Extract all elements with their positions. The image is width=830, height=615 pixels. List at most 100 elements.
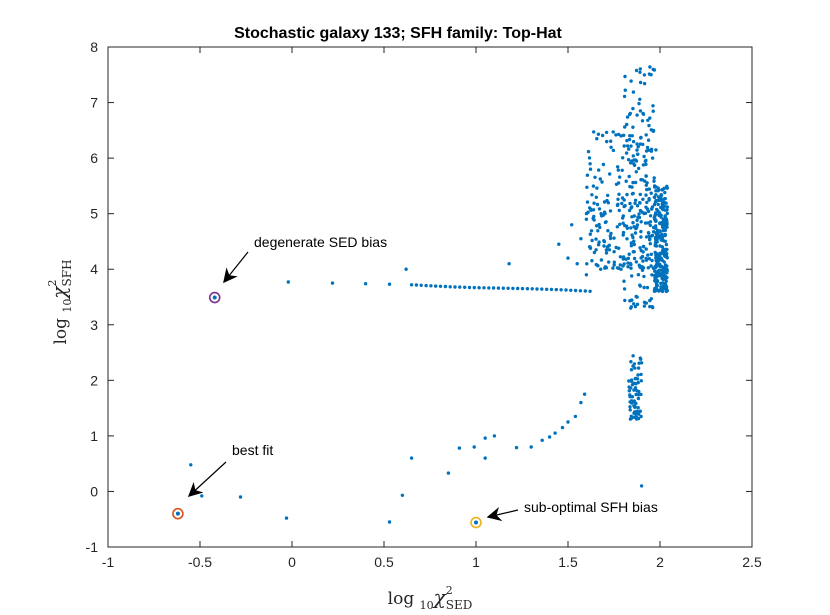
data-point <box>330 281 335 285</box>
annotation-suboptimal-text: sub-optimal SFH bias <box>524 499 658 515</box>
data-point <box>650 258 654 263</box>
data-point <box>286 280 290 284</box>
data-point <box>615 203 620 208</box>
data-point <box>614 133 618 137</box>
data-point <box>627 147 631 151</box>
data-point <box>595 202 600 207</box>
data-point <box>643 179 647 183</box>
data-point <box>596 132 601 136</box>
data-point <box>602 210 607 214</box>
data-point <box>458 285 462 289</box>
x-tick-label: 1.5 <box>558 554 578 570</box>
y-tick-label: 6 <box>90 150 98 166</box>
data-point <box>635 142 639 146</box>
data-point <box>646 118 650 123</box>
data-point <box>621 221 625 225</box>
data-point <box>657 272 661 276</box>
data-point <box>590 193 594 197</box>
data-point <box>644 174 648 178</box>
y-axis-label: log 10χ2SFH <box>46 259 74 344</box>
annotation-degenerate-text: degenerate SED bias <box>254 234 387 250</box>
data-point <box>622 144 626 148</box>
y-tick-label: 1 <box>90 428 98 444</box>
data-point <box>631 125 635 129</box>
data-point <box>554 287 558 292</box>
data-point <box>660 232 664 236</box>
data-point <box>642 211 646 216</box>
data-point <box>570 223 574 227</box>
data-point <box>639 229 643 234</box>
data-point <box>400 493 405 497</box>
data-point <box>605 198 609 203</box>
data-point <box>583 289 587 293</box>
data-point <box>200 494 204 498</box>
data-point <box>609 145 613 149</box>
data-point <box>650 305 654 309</box>
data-point <box>641 197 645 201</box>
y-tick-label: 5 <box>90 206 98 222</box>
data-point <box>644 158 648 163</box>
data-point <box>559 288 563 292</box>
data-point <box>627 389 631 393</box>
data-point <box>657 254 661 258</box>
highlight-rings <box>172 291 482 529</box>
data-point <box>633 405 637 409</box>
data-point <box>633 201 637 205</box>
data-point <box>632 163 637 167</box>
data-point <box>648 298 652 303</box>
x-tick-label: 0.5 <box>374 554 394 570</box>
data-point <box>621 257 625 261</box>
data-point <box>630 215 634 219</box>
data-point <box>602 239 606 243</box>
data-point <box>599 258 604 262</box>
data-point <box>647 197 651 201</box>
data-point <box>636 152 640 156</box>
arrow-suboptimal <box>486 507 519 522</box>
data-point <box>618 263 622 267</box>
data-point <box>626 265 630 269</box>
data-point <box>487 286 491 290</box>
data-point <box>637 166 641 171</box>
data-point <box>635 225 639 230</box>
data-point <box>604 130 609 135</box>
data-point <box>663 215 667 219</box>
data-point <box>623 125 627 129</box>
data-point <box>655 240 659 244</box>
data-point <box>645 145 650 150</box>
data-point <box>638 192 642 197</box>
data-point <box>656 195 661 199</box>
data-point <box>657 234 661 239</box>
data-point <box>482 286 486 290</box>
data-point <box>634 392 638 397</box>
data-point <box>637 212 641 216</box>
data-point <box>664 250 668 255</box>
data-point <box>655 261 659 265</box>
data-point <box>653 217 657 221</box>
data-point <box>661 228 666 233</box>
data-point <box>631 354 635 358</box>
data-point <box>641 111 645 116</box>
y-tick-label: 0 <box>90 483 98 499</box>
data-point <box>624 179 628 183</box>
data-point <box>629 144 633 148</box>
data-point <box>598 225 602 230</box>
data-point <box>655 258 660 262</box>
data-point <box>579 237 583 241</box>
data-point <box>549 287 554 292</box>
data-point <box>635 295 639 299</box>
data-point <box>618 255 623 259</box>
data-point <box>632 250 636 254</box>
data-point <box>645 285 650 290</box>
data-point <box>585 262 589 266</box>
data-point <box>620 201 624 206</box>
data-point <box>592 130 596 134</box>
data-point <box>654 224 658 228</box>
data-point <box>665 205 669 209</box>
data-point <box>636 396 641 401</box>
data-point <box>633 180 638 185</box>
suboptimal-sfh-point <box>474 520 478 525</box>
data-point <box>446 471 451 475</box>
data-point <box>663 274 668 278</box>
data-point <box>663 233 667 238</box>
data-point <box>656 189 660 193</box>
